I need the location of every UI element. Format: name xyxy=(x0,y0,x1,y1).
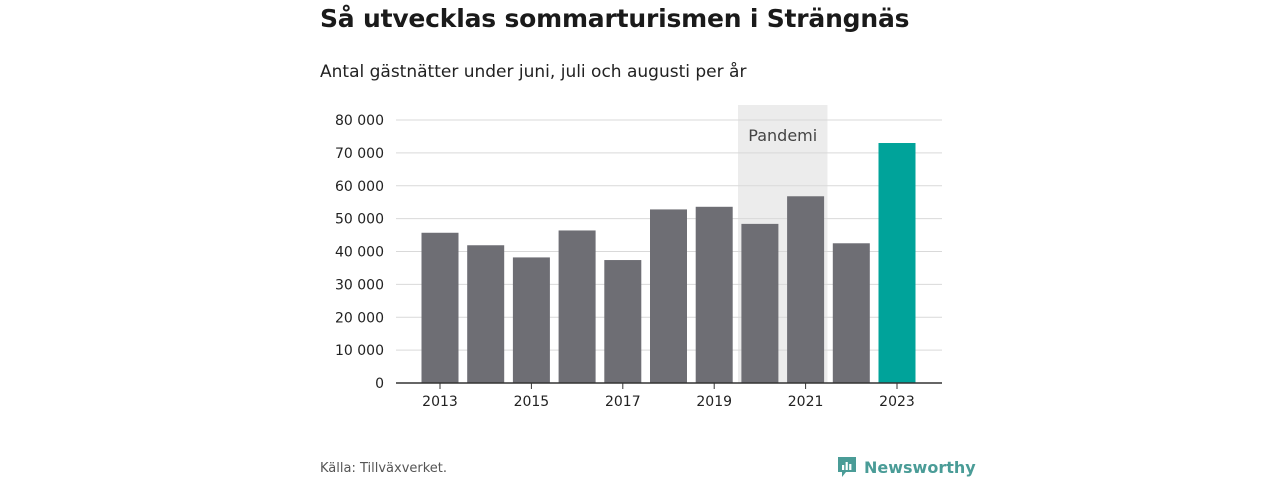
bar-2015 xyxy=(512,257,550,383)
brand-name: Newsworthy xyxy=(864,457,976,477)
y-tick-label: 80 000 xyxy=(335,113,384,129)
y-tick-label: 70 000 xyxy=(335,146,384,162)
bar-2022 xyxy=(832,243,870,383)
y-tick-label: 60 000 xyxy=(335,179,384,195)
x-tick-label: 2019 xyxy=(696,394,732,410)
chart-subtitle: Antal gästnätter under juni, juli och au… xyxy=(320,62,747,82)
bar-2016 xyxy=(558,230,596,383)
pandemic-label: Pandemi xyxy=(748,126,817,145)
newsworthy-icon xyxy=(838,457,856,477)
source-note: Källa: Tillväxverket. xyxy=(320,461,448,476)
newsworthy-logo: Newsworthy xyxy=(836,455,976,479)
y-tick-label: 30 000 xyxy=(335,277,384,293)
x-tick-label: 2015 xyxy=(514,394,550,410)
y-tick-label: 10 000 xyxy=(335,343,384,359)
y-tick-label: 40 000 xyxy=(335,245,384,261)
bar-2019 xyxy=(695,206,733,383)
bar-2014 xyxy=(467,245,505,383)
x-tick-label: 2017 xyxy=(605,394,641,410)
x-tick-label: 2023 xyxy=(879,394,915,410)
bar-2020 xyxy=(741,223,779,383)
y-tick-label: 50 000 xyxy=(335,212,384,228)
y-tick-label: 0 xyxy=(375,376,384,392)
x-tick-label: 2013 xyxy=(422,394,458,410)
bar-2013 xyxy=(421,232,459,383)
bar-2023 xyxy=(878,143,916,383)
x-tick-label: 2021 xyxy=(788,394,824,410)
bar-2018 xyxy=(650,209,687,383)
bar-2017 xyxy=(604,260,642,383)
bar-2021 xyxy=(787,196,825,383)
y-tick-label: 20 000 xyxy=(335,310,384,326)
chart-title: Så utvecklas sommarturismen i Strängnäs xyxy=(320,4,910,33)
